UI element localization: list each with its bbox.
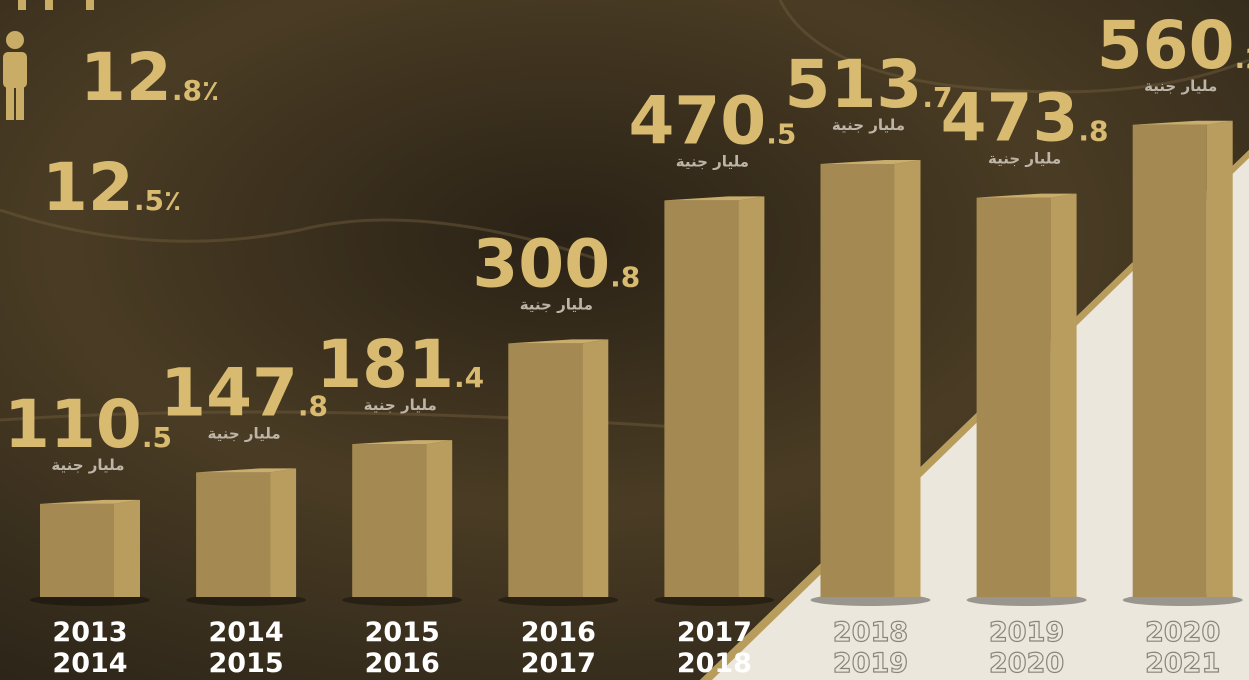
bar-top: [820, 159, 921, 164]
bar: [352, 444, 427, 597]
x-tick-label: 2019: [989, 617, 1064, 648]
x-tick-label: 2016: [365, 648, 440, 679]
x-tick-label: 2018: [677, 648, 752, 679]
annotation: 12.5٪: [42, 149, 181, 226]
unit-label: مليار جنية: [51, 456, 124, 474]
bar: [40, 503, 114, 597]
bar: [820, 163, 895, 597]
bar-side: [894, 159, 921, 597]
value-label: 110.5: [4, 386, 172, 463]
x-tick-label: 2019: [833, 648, 908, 679]
bar-side: [1050, 193, 1077, 597]
x-tick-label: 2018: [833, 617, 908, 648]
value-label: 473.8: [941, 80, 1109, 157]
bar-top: [40, 499, 140, 504]
bar: [508, 343, 583, 597]
x-tick-label: 2021: [1145, 648, 1220, 679]
bar-top: [976, 193, 1077, 198]
bar-side: [738, 196, 765, 597]
value-label: 470.5: [628, 82, 796, 159]
unit-label: مليار جنية: [676, 152, 749, 170]
x-tick-label: 2014: [52, 648, 127, 679]
bar-top: [664, 196, 765, 201]
x-tick-label: 2015: [365, 617, 440, 648]
unit-label: مليار جنية: [364, 396, 437, 414]
value-label: 560.2: [1097, 7, 1249, 84]
x-tick-label: 2020: [989, 648, 1064, 679]
bar-side: [270, 468, 297, 597]
bar: [976, 197, 1051, 597]
x-tick-label: 2020: [1145, 617, 1220, 648]
bar: [196, 472, 271, 597]
bar-top: [508, 339, 609, 344]
x-tick-label: 2013: [52, 617, 127, 648]
unit-label: مليار جنية: [832, 116, 905, 134]
value-label: 147.8: [160, 354, 328, 431]
bar: [1132, 124, 1207, 597]
value-label: 513.7: [785, 46, 953, 123]
x-tick-label: 2017: [677, 617, 752, 648]
bar-side: [582, 339, 609, 597]
bar: [664, 200, 739, 597]
x-tick-label: 2015: [209, 648, 284, 679]
x-tick-label: 2014: [209, 617, 284, 648]
value-label: 181.4: [316, 326, 484, 403]
value-label: 300.8: [472, 225, 640, 302]
annotation: 12.8٪: [80, 39, 219, 116]
bar-side: [114, 499, 140, 597]
bar-side: [426, 440, 453, 597]
x-tick-label: 2016: [521, 617, 596, 648]
unit-label: مليار جنية: [208, 424, 281, 442]
x-tick-label: 2017: [521, 648, 596, 679]
bar-top: [1132, 120, 1233, 125]
unit-label: مليار جنية: [520, 295, 593, 313]
bar-top: [352, 440, 453, 445]
unit-label: مليار جنية: [1144, 77, 1217, 95]
unit-label: مليار جنية: [988, 150, 1061, 168]
person-icon: [3, 0, 94, 120]
bar-top: [196, 468, 297, 473]
bar-side: [1206, 120, 1233, 597]
